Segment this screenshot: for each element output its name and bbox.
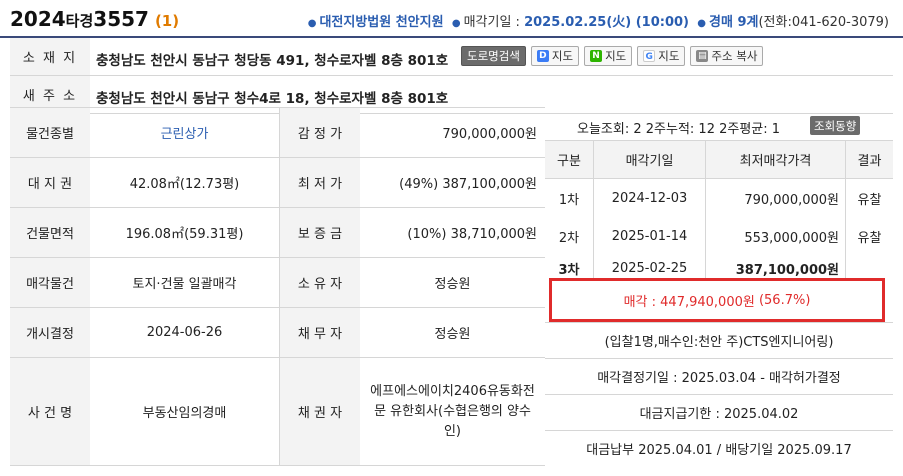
- copy-icon: ▤: [696, 50, 709, 62]
- google-icon: G: [643, 50, 656, 62]
- sale-result-highlight: 매각 : 447,940,000원 (56.7%): [549, 278, 885, 322]
- case-name-label: 사 건 명: [10, 358, 90, 465]
- deposit-label: 보 증 금: [280, 208, 360, 257]
- bid-info: (입찰1명,매수인:천안 주)CTS엔지니어링): [545, 322, 893, 358]
- bullet-icon: ●: [697, 18, 706, 29]
- case-type: 타경: [65, 12, 94, 30]
- grid-row: 건물면적 196.08㎡(59.31평) 보 증 금 (10%) 38,710,…: [10, 208, 545, 258]
- price-cell: 553,000,000원: [705, 217, 845, 255]
- naver-icon: N: [590, 50, 603, 62]
- court-dept: 경매 9계: [709, 15, 759, 30]
- start-decision-value: 2024-06-26: [90, 308, 280, 357]
- debtor-label: 채 무 자: [280, 308, 360, 357]
- result-cell: [845, 255, 893, 281]
- address-text: 충청남도 천안시 동남구 청당동 491, 청수로자벨 8층 801호: [96, 53, 449, 69]
- naver-map-label: 지도: [605, 49, 627, 63]
- land-right-value: 42.08㎡(12.73평): [90, 158, 280, 207]
- view-stats-text: 오늘조회: 2 2주누적: 12 2주평균: 1: [577, 122, 781, 137]
- bullet-icon: ●: [451, 18, 461, 29]
- view-trend-button[interactable]: 조회동향: [810, 116, 861, 135]
- case-year: 2024: [10, 7, 66, 31]
- google-map-button[interactable]: G 지도: [637, 46, 686, 66]
- case-header: 2024타경3557 (1) ● 대전지방법원 천안지원 ● 매각기일 : 2025.…: [0, 0, 903, 38]
- sale-item-value: 토지·건물 일괄매각: [90, 258, 280, 307]
- road-name-search-label: 도로명검색: [467, 49, 520, 63]
- sale-decision: 매각결정기일 : 2025.03.04 - 매각허가결정: [545, 358, 893, 394]
- owner-label: 소 유 자: [280, 258, 360, 307]
- result-cell: 유찰: [845, 217, 893, 255]
- case-number: 2024타경3557 (1): [10, 7, 179, 31]
- grid-row: 대 지 권 42.08㎡(12.73평) 최 저 가 (49%) 387,100…: [10, 158, 545, 208]
- date-cell: 2025-01-14: [593, 217, 705, 255]
- sale-date-label: 매각기일 :: [463, 15, 520, 30]
- price-cell: 790,000,000원: [705, 179, 845, 217]
- round-cell: 2차: [558, 230, 580, 246]
- address-buttons: 도로명검색 D 지도 N 지도 G 지도 ▤ 주소 복사: [461, 46, 764, 66]
- date-cell: 2024-12-03: [593, 179, 705, 217]
- sale-date: 2025.02.25(火) (10:00): [524, 15, 689, 30]
- sale-result-label: 매각 :: [623, 294, 657, 310]
- google-map-label: 지도: [658, 49, 680, 63]
- debtor-value: 정승원: [434, 327, 471, 342]
- creditor-label: 채 권 자: [280, 358, 360, 465]
- case-name-value: 부동산임의경매: [90, 358, 280, 465]
- land-right-label: 대 지 권: [10, 158, 90, 207]
- grid-row: 물건종별 근린상가 감 정 가 790,000,000원: [10, 108, 545, 158]
- property-type-link[interactable]: 근린상가: [90, 108, 280, 157]
- table-row: 3차 2025-02-25 387,100,000원: [545, 255, 893, 281]
- result-cell: 유찰: [845, 179, 893, 217]
- table-row: 2차 2025-01-14 553,000,000원 유찰: [545, 217, 893, 255]
- header-info: ● 대전지방법원 천안지원 ● 매각기일 : 2025.02.25(火) (10:0…: [308, 11, 889, 30]
- case-count: (1): [154, 12, 180, 30]
- grid-row: 매각물건 토지·건물 일괄매각 소 유 자 정승원: [10, 258, 545, 308]
- round-cell: 3차: [558, 262, 580, 278]
- round-table-header: 구분 매각기일 최저매각가격 결과: [545, 141, 893, 179]
- header-min-price: 최저매각가격: [705, 141, 845, 178]
- deposit-value: (10%) 38,710,000원: [407, 227, 537, 242]
- header-round: 구분: [557, 154, 581, 169]
- table-row: 1차 2024-12-03 790,000,000원 유찰: [545, 179, 893, 217]
- grid-row: 개시결정 2024-06-26 채 무 자 정승원: [10, 308, 545, 358]
- naver-map-button[interactable]: N 지도: [584, 46, 633, 66]
- round-cell: 1차: [558, 192, 580, 208]
- grid-row: 사 건 명 부동산임의경매 채 권 자 에프에스에이치2406유동화전문 유한회…: [10, 358, 545, 466]
- court-phone: (전화:041-620-3079): [758, 15, 889, 30]
- new-address-label: 새 주 소: [10, 76, 90, 113]
- header-result: 결과: [845, 141, 893, 178]
- view-stats: 오늘조회: 2 2주누적: 12 2주평균: 1 조회동향: [545, 107, 893, 141]
- date-cell: 2025-02-25: [593, 255, 705, 281]
- owner-value: 정승원: [434, 277, 471, 292]
- sale-result-rate: (56.7%): [758, 292, 811, 308]
- daum-map-button[interactable]: D 지도: [530, 46, 580, 66]
- building-area-label: 건물면적: [10, 208, 90, 257]
- sale-result-price: 447,940,000원: [660, 294, 755, 310]
- road-name-search-button[interactable]: 도로명검색: [461, 46, 526, 66]
- appraisal-label: 감 정 가: [280, 108, 360, 157]
- daum-map-label: 지도: [551, 49, 574, 63]
- daum-icon: D: [536, 50, 549, 62]
- sale-item-label: 매각물건: [10, 258, 90, 307]
- min-price-value: (49%) 387,100,000원: [399, 177, 537, 192]
- start-decision-label: 개시결정: [10, 308, 90, 357]
- payment-done: 대금납부 2025.04.01 / 배당기일 2025.09.17: [545, 430, 893, 466]
- building-area-value: 196.08㎡(59.31평): [90, 208, 280, 257]
- creditor-value: 에프에스에이치2406유동화전문 유한회사(수협은행의 양수인): [370, 383, 535, 439]
- new-address-text: 충청남도 천안시 동남구 청수4로 18, 청수로자벨 8층 801호: [96, 91, 449, 107]
- copy-address-button[interactable]: ▤ 주소 복사: [690, 46, 764, 66]
- address-label: 소 재 지: [10, 38, 90, 75]
- header-date: 매각기일: [593, 141, 705, 178]
- address-row: 소 재 지 충청남도 천안시 동남구 청당동 491, 청수로자벨 8층 801…: [10, 38, 893, 76]
- bullet-icon: ●: [307, 18, 317, 29]
- payment-deadline: 대금지급기한 : 2025.04.02: [545, 394, 893, 430]
- court-name: 대전지방법원 천안지원: [319, 15, 444, 30]
- price-cell: 387,100,000원: [705, 255, 845, 281]
- min-price-label: 최 저 가: [280, 158, 360, 207]
- new-address-row: 새 주 소 충청남도 천안시 동남구 청수4로 18, 청수로자벨 8층 801…: [10, 76, 893, 114]
- case-num: 3557: [93, 7, 149, 31]
- copy-address-label: 주소 복사: [711, 49, 758, 63]
- property-info-grid: 물건종별 근린상가 감 정 가 790,000,000원 대 지 권 42.08…: [10, 107, 545, 466]
- appraisal-value: 790,000,000원: [442, 127, 537, 142]
- property-type-label: 물건종별: [10, 108, 90, 157]
